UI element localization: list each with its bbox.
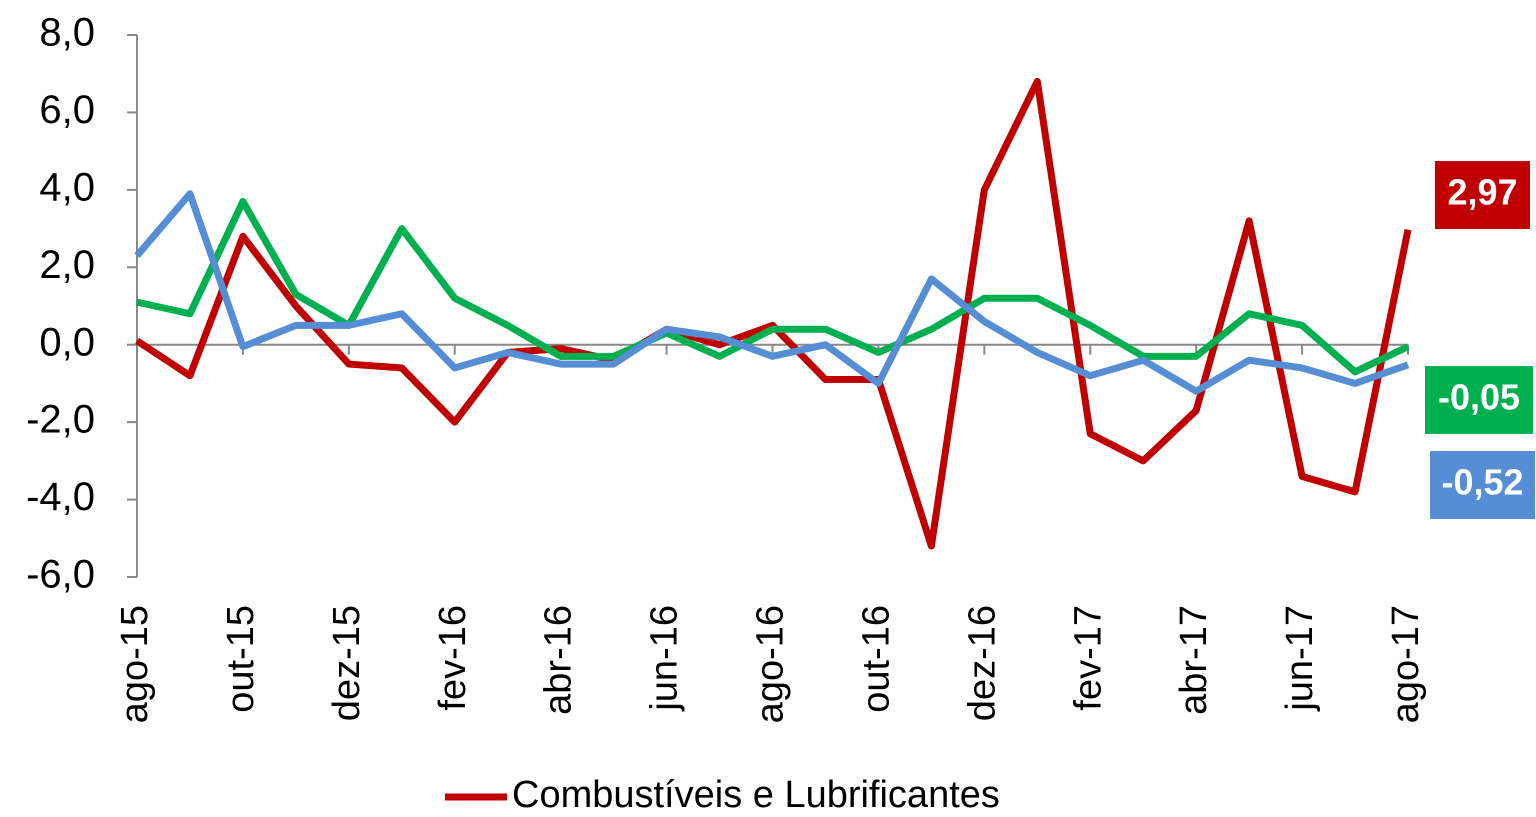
end-label-box xyxy=(1430,451,1535,519)
y-tick-label: -2,0 xyxy=(26,398,95,442)
x-tick-label: fev-17 xyxy=(1067,605,1109,711)
x-tick-label: dez-16 xyxy=(961,605,1003,721)
end-label-box xyxy=(1425,366,1533,434)
y-tick-label: 0,0 xyxy=(39,320,95,364)
y-tick-label: 8,0 xyxy=(39,11,95,55)
end-label: -0,05 xyxy=(1438,377,1520,418)
x-tick-label: ago-16 xyxy=(750,605,792,723)
x-tick-label: ago-15 xyxy=(114,605,156,723)
end-label: -0,52 xyxy=(1441,462,1523,503)
x-tick-label: out-15 xyxy=(220,605,262,713)
x-tick-label: fev-16 xyxy=(432,605,474,711)
x-tick-label: abr-17 xyxy=(1173,605,1215,715)
series-line xyxy=(135,77,1412,550)
end-label-box xyxy=(1435,161,1530,229)
series-line xyxy=(134,190,1410,395)
y-tick-label: 6,0 xyxy=(39,88,95,132)
y-tick-label: 2,0 xyxy=(39,243,95,287)
y-tick-label: 4,0 xyxy=(39,165,95,209)
x-tick-label: out-16 xyxy=(855,605,897,713)
x-tick-label: abr-16 xyxy=(538,605,580,715)
x-tick-label: jun-16 xyxy=(644,605,686,712)
end-label: 2,97 xyxy=(1447,172,1517,213)
x-tick-label: dez-15 xyxy=(326,605,368,721)
x-tick-label: ago-17 xyxy=(1385,605,1427,723)
y-tick-label: -4,0 xyxy=(26,475,95,519)
legend-label: Combustíveis e Lubrificantes xyxy=(512,774,1000,816)
y-tick-label: -6,0 xyxy=(26,553,95,597)
x-tick-label: jun-17 xyxy=(1279,605,1321,712)
